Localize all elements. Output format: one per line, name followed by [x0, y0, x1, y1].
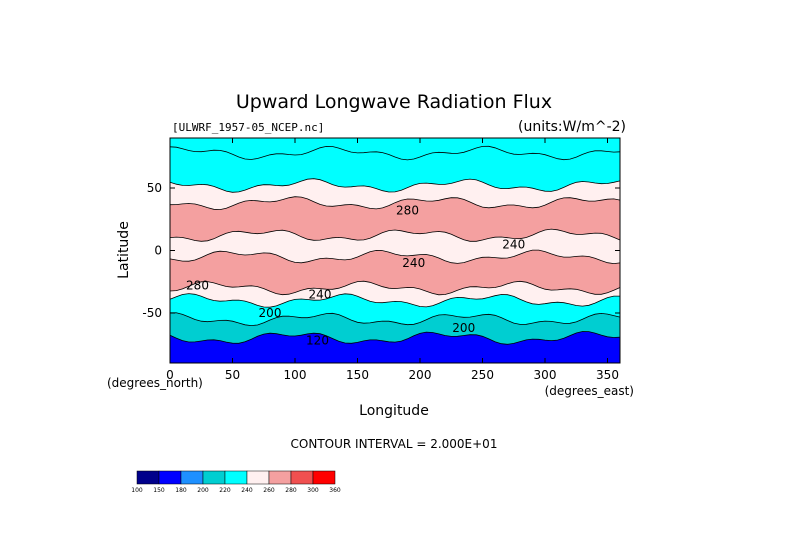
y-axis-label: Latitude	[116, 221, 132, 279]
contour-line	[169, 178, 621, 193]
contour-band	[170, 138, 620, 160]
contour-band	[170, 293, 620, 326]
y-unit-label: (degrees_north)	[107, 376, 203, 390]
colorbar-tick-label: 200	[197, 487, 209, 494]
contour-line	[170, 312, 621, 327]
contour-interval-text: CONTOUR INTERVAL = 2.000E+01	[291, 437, 498, 451]
x-tick-label: 150	[346, 368, 369, 382]
contour-line	[169, 228, 621, 242]
colorbar-tick-label: 360	[329, 487, 341, 494]
x-tick-label: 350	[596, 368, 619, 382]
contour-line	[169, 145, 621, 161]
colorbar-swatch	[246, 470, 270, 485]
colorbar-tick-label: 300	[307, 487, 319, 494]
contour-label: 240	[402, 256, 425, 270]
contour-line	[169, 331, 621, 345]
contour-label: 240	[309, 287, 332, 301]
colorbar-swatch	[224, 470, 248, 485]
file-label: [ULWRF_1957-05_NCEP.nc]	[172, 121, 324, 134]
y-axis: -50 0 50	[142, 181, 620, 320]
contour-band	[170, 331, 620, 363]
colorbar-tick-label: 180	[175, 487, 187, 494]
contour-band	[170, 178, 620, 210]
x-axis: 0 50 100 150 200 250 300 350	[166, 138, 619, 382]
units-label: (units:W/m^-2)	[518, 119, 626, 135]
contour-label: 200	[259, 306, 282, 320]
colorbar-swatch	[312, 470, 336, 485]
contour-line	[169, 280, 621, 296]
y-tick-label: -50	[142, 306, 162, 320]
contour-band	[170, 146, 620, 193]
y-tick-label: 50	[147, 181, 162, 195]
contour-line-layer	[169, 145, 621, 345]
x-tick-label: 250	[471, 368, 494, 382]
y-tick-label: 0	[154, 244, 162, 258]
colorbar-swatch	[180, 470, 204, 485]
colorbar-tick-label: 280	[285, 487, 297, 494]
x-tick-label: 300	[534, 368, 557, 382]
colorbar-swatch	[158, 470, 182, 485]
colorbar-swatch	[290, 470, 314, 485]
x-tick-label: 0	[166, 368, 174, 382]
contour-label: 200	[452, 321, 475, 335]
x-unit-label: (degrees_east)	[545, 384, 634, 398]
plot-area: 280 240 280 240 200 200 120 240	[169, 137, 621, 364]
x-tick-label: 50	[225, 368, 240, 382]
contour-label: 120	[306, 334, 329, 348]
contour-fill-layer	[170, 138, 620, 363]
contour-line	[169, 196, 621, 211]
colorbar-tick-label: 100	[131, 487, 143, 494]
contour-label: 280	[396, 204, 419, 218]
colorbar-swatch	[202, 470, 226, 485]
x-tick-label: 200	[409, 368, 432, 382]
colorbar-swatch	[268, 470, 292, 485]
colorbar: 100 150 180 200 220 240 260 280 300 360	[131, 470, 341, 494]
colorbar-swatch	[136, 470, 160, 485]
colorbar-tick-label: 220	[219, 487, 231, 494]
chart-title: Upward Longwave Radiation Flux	[236, 91, 552, 113]
x-tick-label: 100	[284, 368, 307, 382]
contour-line	[169, 293, 620, 308]
x-axis-label: Longitude	[359, 403, 429, 419]
contour-band	[170, 281, 620, 308]
contour-label-layer: 280 240 280 240 200 200 120 240	[186, 204, 525, 348]
colorbar-tick-label: 260	[263, 487, 275, 494]
colorbar-tick-label: 240	[241, 487, 253, 494]
contour-label: 240	[502, 237, 525, 251]
colorbar-tick-label: 150	[153, 487, 165, 494]
contour-label: 280	[186, 279, 209, 293]
contour-line	[169, 249, 621, 265]
